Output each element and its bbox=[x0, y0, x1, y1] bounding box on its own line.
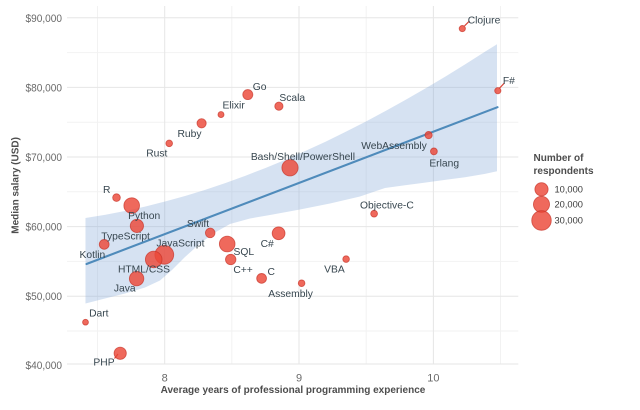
svg-text:$60,000: $60,000 bbox=[26, 222, 63, 234]
svg-text:8: 8 bbox=[162, 372, 168, 384]
svg-text:Objective-C: Objective-C bbox=[360, 200, 414, 211]
svg-text:HTML/CSS: HTML/CSS bbox=[118, 264, 170, 275]
svg-text:Scala: Scala bbox=[279, 93, 305, 104]
svg-text:Go: Go bbox=[253, 82, 267, 93]
svg-text:Assembly: Assembly bbox=[268, 289, 313, 300]
svg-text:C: C bbox=[267, 267, 275, 278]
svg-text:Kotlin: Kotlin bbox=[80, 250, 106, 261]
svg-text:$80,000: $80,000 bbox=[26, 82, 63, 94]
svg-text:Erlang: Erlang bbox=[429, 159, 459, 170]
svg-text:30,000: 30,000 bbox=[555, 216, 583, 226]
svg-text:Dart: Dart bbox=[89, 309, 109, 320]
svg-text:$40,000: $40,000 bbox=[26, 360, 63, 372]
svg-text:Swift: Swift bbox=[187, 219, 209, 230]
svg-text:respondents: respondents bbox=[534, 166, 594, 177]
svg-text:C#: C# bbox=[261, 239, 274, 250]
svg-text:Median salary (USD): Median salary (USD) bbox=[10, 137, 21, 234]
svg-text:9: 9 bbox=[296, 372, 302, 384]
svg-text:C++: C++ bbox=[233, 265, 252, 276]
svg-text:Number of: Number of bbox=[534, 153, 585, 164]
svg-text:SQL: SQL bbox=[233, 247, 254, 258]
svg-text:Bash/Shell/PowerShell: Bash/Shell/PowerShell bbox=[251, 152, 355, 163]
svg-text:20,000: 20,000 bbox=[555, 200, 583, 210]
svg-text:R: R bbox=[103, 185, 110, 196]
svg-text:F#: F# bbox=[503, 76, 515, 87]
svg-text:Java: Java bbox=[114, 283, 136, 294]
svg-text:$90,000: $90,000 bbox=[26, 13, 63, 25]
svg-text:Average years of professional: Average years of professional programmin… bbox=[161, 385, 426, 396]
svg-text:TypeScript: TypeScript bbox=[101, 231, 150, 242]
svg-text:WebAssembly: WebAssembly bbox=[361, 141, 427, 152]
svg-text:Python: Python bbox=[128, 211, 160, 222]
svg-text:10: 10 bbox=[427, 372, 439, 384]
svg-text:PHP: PHP bbox=[93, 358, 114, 369]
svg-text:$70,000: $70,000 bbox=[26, 152, 63, 164]
svg-text:VBA: VBA bbox=[324, 265, 345, 276]
svg-text:Elixir: Elixir bbox=[222, 101, 245, 112]
svg-text:Rust: Rust bbox=[146, 149, 167, 160]
svg-text:$50,000: $50,000 bbox=[26, 291, 63, 303]
svg-text:Clojure: Clojure bbox=[468, 15, 501, 26]
svg-text:10,000: 10,000 bbox=[555, 185, 583, 195]
svg-text:JavaScript: JavaScript bbox=[156, 239, 204, 250]
svg-text:Ruby: Ruby bbox=[177, 129, 202, 140]
